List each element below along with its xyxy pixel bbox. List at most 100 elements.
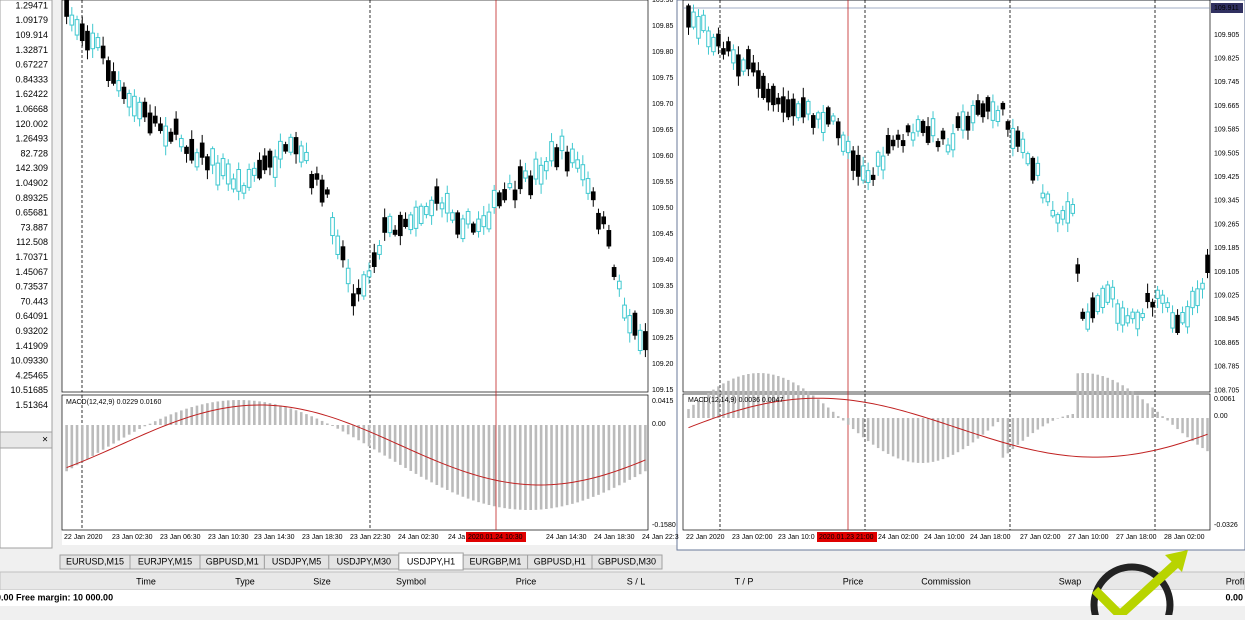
time-label: 24 Jan 18:00 [970, 534, 1011, 541]
candle-body [116, 80, 122, 92]
quote-price: 1.06668 [15, 104, 48, 114]
price-label: 109.55 [652, 179, 674, 186]
candle-body [1015, 130, 1021, 147]
candle-body [418, 205, 424, 224]
cursor-time-box [817, 532, 877, 542]
quote-price: 1.51364 [15, 400, 48, 410]
candle-body [205, 156, 210, 171]
candle-body [523, 170, 528, 179]
tab-label[interactable]: GBPUSD,M1 [206, 556, 259, 566]
candle-body [1105, 284, 1110, 303]
quote-price: 0.84333 [15, 74, 48, 84]
time-label: 23 Jan 02:00 [732, 534, 773, 541]
candle-body [985, 97, 991, 112]
column-header: Commission [921, 576, 971, 586]
candle-body [434, 186, 440, 204]
candle-body [309, 174, 315, 189]
candle-body [559, 135, 565, 152]
candle-body [935, 141, 941, 148]
column-header: S / L [627, 576, 646, 586]
candle-body [736, 54, 741, 77]
tab-label[interactable]: EURJPY,M15 [138, 556, 192, 566]
candle-body [835, 121, 841, 139]
candle-body [1160, 294, 1165, 304]
candle-body [1095, 295, 1100, 313]
candle-body [502, 189, 507, 201]
candle-body [533, 158, 539, 180]
indicator-level: -0.0326 [1214, 522, 1238, 529]
candle-body [397, 214, 403, 237]
candle-body [210, 148, 215, 166]
candle-body [850, 150, 856, 171]
candle-body [111, 71, 116, 84]
candle-body [267, 150, 273, 168]
candle-body [330, 217, 335, 237]
cursor-time-box [466, 532, 526, 542]
candle-body [304, 151, 309, 162]
candle-body [965, 115, 971, 131]
candle-body [580, 164, 586, 181]
price-label: 108.785 [1214, 364, 1239, 371]
quote-price: 1.26493 [15, 134, 48, 144]
candle-body [910, 132, 916, 141]
quote-price: 0.64091 [15, 311, 48, 321]
quote-price: 0.67227 [15, 60, 48, 70]
tab-label[interactable]: GBPUSD,M30 [598, 556, 656, 566]
column-header: Type [235, 576, 255, 586]
candle-body [1035, 162, 1041, 176]
candle-body [236, 169, 242, 192]
candle-body [543, 161, 549, 172]
column-header: T / P [735, 576, 754, 586]
price-label: 109.25 [652, 335, 674, 342]
price-label: 109.105 [1214, 269, 1239, 276]
time-label: 28 Jan 02:00 [1164, 534, 1205, 541]
candle-body [246, 168, 252, 188]
tab-label[interactable]: USDJPY,M5 [272, 556, 321, 566]
tab-label[interactable]: GBPUSD,H1 [534, 556, 586, 566]
indicator-label: MACD(12,42,9) 0.0229 0.0160 [66, 399, 161, 406]
indicator-level: 0.0061 [1214, 396, 1236, 403]
candle-body [643, 331, 648, 351]
quote-price: 1.09179 [15, 15, 48, 25]
price-label: 109.40 [652, 257, 674, 264]
price-label: 109.905 [1214, 32, 1239, 39]
cursor-time: 2020.01.23 21:00 [819, 534, 874, 541]
macd-signal [66, 404, 646, 486]
candle-body [632, 312, 638, 336]
left-macd-frame [61, 394, 649, 531]
candle-body [830, 115, 836, 122]
close-button[interactable]: × [42, 435, 48, 446]
candle-body [491, 189, 497, 208]
candle-body [796, 103, 801, 119]
candle-body [1050, 209, 1056, 217]
candle-body [801, 97, 806, 118]
candle-body [1055, 214, 1061, 224]
macd-signal [688, 397, 1208, 458]
candle-body [940, 130, 946, 140]
tab-label[interactable]: EURUSD,M15 [66, 556, 124, 566]
candle-body [450, 212, 455, 221]
candle-body [1000, 102, 1006, 110]
candle-body [314, 173, 320, 180]
candle-body [960, 111, 966, 131]
quote-price: 120.002 [15, 119, 48, 129]
candle-body [570, 148, 575, 164]
price-label: 109.025 [1214, 293, 1239, 300]
candle-body [429, 199, 434, 217]
price-label: 109.20 [652, 361, 674, 368]
candle-body [194, 152, 200, 168]
candle-body [1090, 297, 1095, 319]
summary-right: 0.00 [1225, 592, 1243, 602]
candle-body [825, 107, 831, 125]
time-label: 24 Jan 02:30 [398, 534, 439, 541]
time-label: 23 Jan 10:30 [208, 534, 249, 541]
tab-label[interactable]: USDJPY,H1 [407, 556, 455, 566]
price-label: 109.585 [1214, 127, 1239, 134]
tab-label[interactable]: USDJPY,M30 [337, 556, 391, 566]
candle-body [945, 144, 951, 153]
candle-body [1135, 311, 1140, 330]
candle-body [870, 174, 876, 180]
tab[interactable] [591, 554, 663, 570]
candle-body [517, 166, 523, 190]
tab-label[interactable]: EURGBP,M1 [469, 556, 521, 566]
